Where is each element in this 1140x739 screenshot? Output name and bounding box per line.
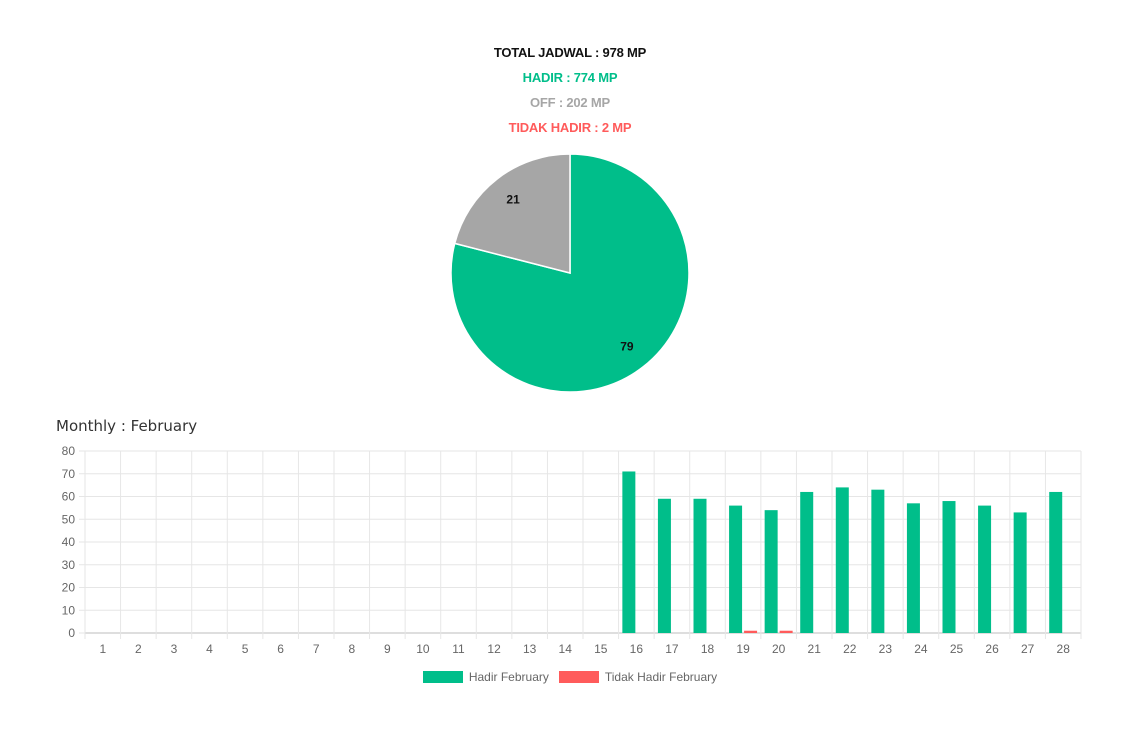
x-tick-label: 14 <box>559 642 573 656</box>
x-tick-label: 23 <box>879 642 893 656</box>
y-tick-label: 50 <box>62 512 76 526</box>
monthly-chart-title: Monthly : February <box>56 417 198 435</box>
x-tick-label: 28 <box>1057 642 1071 656</box>
pie-label-hadir: 79 <box>620 339 634 353</box>
legend-item-tidak-hadir[interactable]: Tidak Hadir February <box>558 670 718 684</box>
x-tick-label: 17 <box>665 642 679 656</box>
bar-hadir-february-16[interactable] <box>622 471 636 633</box>
legend-label-tidak-hadir: Tidak Hadir February <box>604 670 718 684</box>
bar-hadir-february-28[interactable] <box>1049 491 1063 633</box>
x-tick-label: 26 <box>985 642 999 656</box>
bar-hadir-february-22[interactable] <box>835 487 849 633</box>
y-tick-label: 20 <box>62 581 76 595</box>
pie-label-off: 21 <box>506 193 520 207</box>
absent-count-text: TIDAK HADIR : 2 MP <box>508 120 632 135</box>
x-tick-label: 8 <box>348 642 355 656</box>
bar-tidak-hadir-february-20[interactable] <box>779 630 793 633</box>
y-tick-label: 70 <box>62 467 76 481</box>
x-tick-label: 1 <box>99 642 106 656</box>
x-tick-label: 7 <box>313 642 320 656</box>
present-count-text: HADIR : 774 MP <box>522 70 618 85</box>
legend-item-hadir[interactable]: Hadir February <box>422 670 549 684</box>
y-tick-label: 30 <box>62 558 76 572</box>
x-tick-label: 25 <box>950 642 964 656</box>
y-tick-label: 0 <box>68 626 75 640</box>
x-tick-label: 12 <box>487 642 501 656</box>
bar-hadir-february-21[interactable] <box>800 491 814 633</box>
x-tick-label: 3 <box>171 642 178 656</box>
total-schedule-text: TOTAL JADWAL : 978 MP <box>493 45 647 60</box>
legend-label-hadir: Hadir February <box>468 670 549 684</box>
bar-hadir-february-25[interactable] <box>942 501 956 633</box>
bar-hadir-february-23[interactable] <box>871 489 885 633</box>
off-count-text: OFF : 202 MP <box>530 95 610 110</box>
x-tick-label: 5 <box>242 642 249 656</box>
x-tick-label: 16 <box>630 642 644 656</box>
x-tick-label: 11 <box>452 642 465 656</box>
series-hadir-february <box>622 471 1063 633</box>
x-tick-label: 9 <box>384 642 391 656</box>
bar-hadir-february-20[interactable] <box>764 510 778 633</box>
x-tick-label: 20 <box>772 642 786 656</box>
x-tick-label: 21 <box>808 642 822 656</box>
series-tidak-hadir-february <box>744 630 793 633</box>
x-tick-label: 18 <box>701 642 715 656</box>
x-tick-label: 10 <box>416 642 430 656</box>
x-tick-label: 27 <box>1021 642 1035 656</box>
y-tick-label: 10 <box>62 603 76 617</box>
bar-hadir-february-19[interactable] <box>729 505 743 633</box>
attendance-pie-chart: 79 21 <box>450 153 690 393</box>
bar-hadir-february-27[interactable] <box>1013 512 1027 633</box>
bar-hadir-february-24[interactable] <box>906 503 920 633</box>
bar-chart-legend: Hadir February Tidak Hadir February <box>0 670 1140 684</box>
bar-hadir-february-18[interactable] <box>693 498 707 633</box>
x-tick-label: 6 <box>277 642 284 656</box>
pie-slice-off[interactable] <box>453 153 571 274</box>
y-tick-label: 80 <box>62 444 76 458</box>
legend-swatch-tidak-hadir <box>558 671 599 683</box>
bar-hadir-february-26[interactable] <box>978 505 992 633</box>
y-tick-label: 40 <box>62 535 76 549</box>
bar-tidak-hadir-february-19[interactable] <box>744 630 758 633</box>
x-tick-label: 13 <box>523 642 537 656</box>
x-tick-label: 2 <box>135 642 142 656</box>
attendance-summary: TOTAL JADWAL : 978 MP HADIR : 774 MP OFF… <box>0 40 1140 140</box>
bar-hadir-february-17[interactable] <box>657 498 671 633</box>
x-tick-label: 19 <box>736 642 750 656</box>
x-tick-label: 22 <box>843 642 857 656</box>
y-tick-label: 60 <box>62 490 76 504</box>
legend-swatch-hadir <box>422 671 463 683</box>
grid-lines <box>79 450 1082 639</box>
x-tick-label: 15 <box>594 642 608 656</box>
x-tick-label: 4 <box>206 642 213 656</box>
x-tick-label: 24 <box>914 642 928 656</box>
